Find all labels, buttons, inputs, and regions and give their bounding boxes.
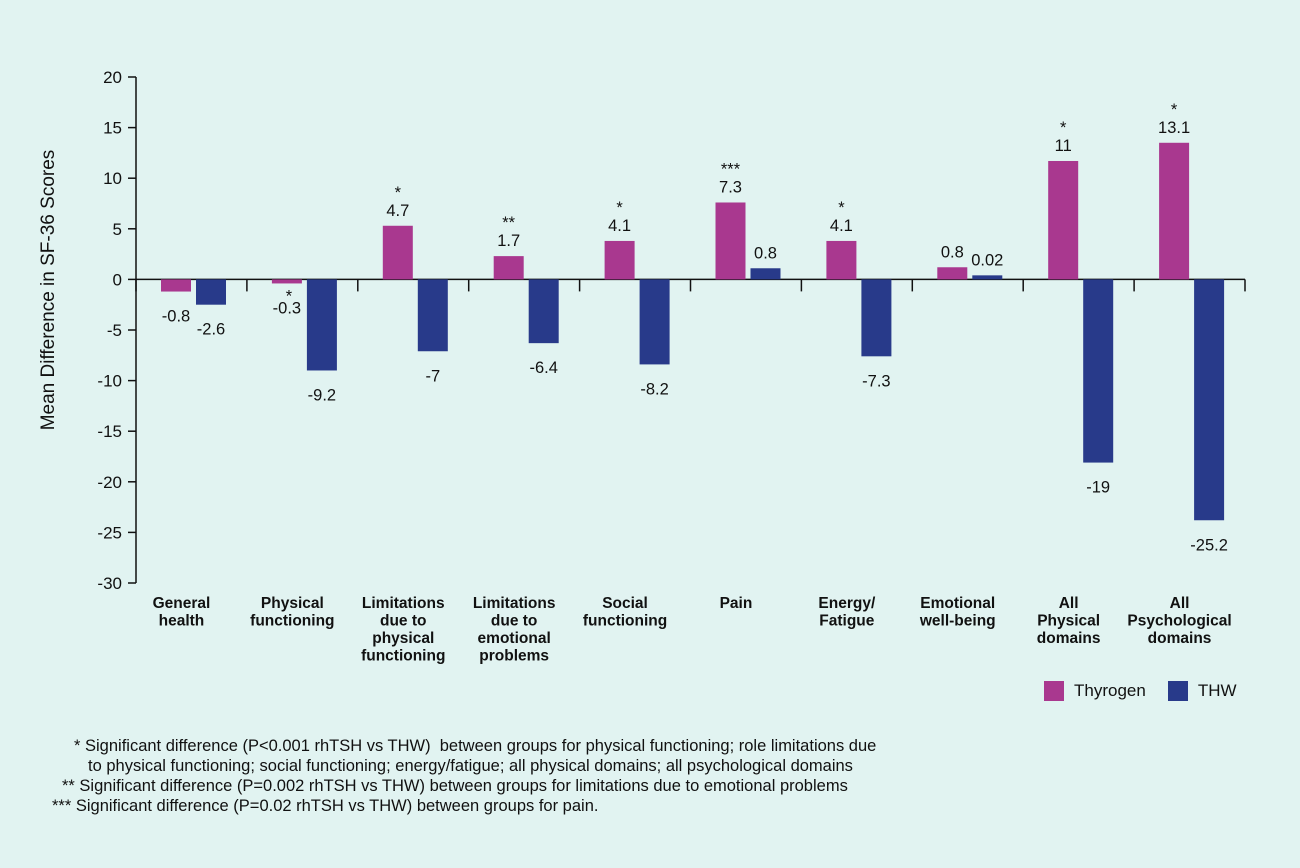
x-category-label: Pain: [720, 595, 753, 612]
data-label-thw: -9.2: [308, 386, 336, 404]
y-axis-label: Mean Difference in SF-36 Scores: [38, 150, 59, 431]
x-category-label: physical: [372, 630, 434, 647]
x-category-label: domains: [1148, 630, 1212, 647]
footnote-double-star: ** Significant difference (P=0.002 rhTSH…: [62, 777, 848, 795]
y-tick-label: 20: [103, 68, 122, 87]
significance-marker: *: [616, 199, 623, 217]
bar-thw: [528, 279, 559, 344]
x-category-label: Energy/: [818, 595, 876, 612]
significance-marker: *: [1171, 101, 1178, 119]
significance-marker: ***: [721, 160, 741, 178]
data-label-thw: -25.2: [1190, 536, 1228, 554]
x-category-label: problems: [479, 648, 549, 665]
bar-thyrogen: [493, 256, 524, 280]
x-category-label: Social: [602, 595, 648, 612]
x-category-label: Limitations: [362, 595, 445, 612]
bar-thw: [306, 279, 337, 371]
data-label-thyrogen: 7.3: [719, 178, 742, 196]
bar-thyrogen: [826, 240, 857, 280]
bar-chart: 20 15 10 5 0 -5 -10 -15 -20 -25 -30 Mean Difference…: [38, 68, 1246, 665]
y-tick-label: 15: [103, 119, 122, 138]
x-category-label: Physical: [261, 595, 324, 612]
x-category-label: emotional: [478, 630, 551, 647]
bar-thw: [196, 279, 226, 305]
x-category-label: functioning: [250, 613, 334, 630]
data-label-thyrogen: 4.1: [830, 217, 853, 235]
data-label-thyrogen: 0.8: [941, 243, 964, 261]
x-category-label: health: [159, 613, 205, 630]
bar-thw: [1083, 279, 1114, 463]
y-tick-label: 5: [113, 220, 122, 239]
y-tick-label: -5: [107, 321, 122, 340]
data-label-thw: -7: [425, 367, 440, 385]
footnote-triple-star: *** Significant difference (P=0.02 rhTSH…: [52, 797, 599, 815]
x-category-label: All: [1170, 595, 1190, 612]
y-tick-label: -15: [97, 422, 122, 441]
significance-marker: **: [502, 214, 515, 232]
x-category-label: Fatigue: [819, 613, 874, 630]
data-label-thw: -6.4: [529, 359, 557, 377]
data-label-thyrogen: -0.8: [162, 308, 190, 326]
x-category-label: Limitations: [473, 595, 556, 612]
x-category-label: functioning: [361, 648, 445, 665]
x-category-label: Emotional: [920, 595, 995, 612]
legend-item-thw: THW: [1167, 681, 1237, 701]
data-label-thw: -2.6: [197, 321, 225, 339]
x-category-label: functioning: [583, 613, 667, 630]
significance-marker: *: [838, 199, 845, 217]
bar-thyrogen: [1159, 142, 1190, 280]
footnotes: * Significant difference (P<0.001 rhTSH …: [0, 736, 1100, 816]
significance-marker: *: [286, 287, 293, 305]
significance-marker: *: [395, 184, 402, 202]
legend-label-thyrogen: Thyrogen: [1074, 681, 1146, 700]
legend-item-thyrogen: Thyrogen: [1044, 681, 1146, 701]
y-tick-label: -25: [97, 523, 122, 542]
bar-thyrogen: [1048, 160, 1079, 280]
bar-thw: [750, 268, 781, 280]
x-category-label: Physical: [1037, 613, 1100, 630]
y-tick-label: -30: [97, 574, 122, 593]
y-tick-label: -20: [97, 473, 122, 492]
bar-thyrogen: [715, 202, 746, 280]
y-tick-label: -10: [97, 372, 122, 391]
x-category-label: domains: [1037, 630, 1101, 647]
bar-thw: [972, 275, 1003, 280]
data-label-thw: 0.8: [754, 244, 777, 262]
bar-thw: [861, 279, 892, 357]
significance-marker: *: [1060, 119, 1067, 137]
data-label-thyrogen: 4.7: [386, 202, 409, 220]
bar-thyrogen: [937, 267, 968, 280]
bar-thyrogen: [382, 225, 413, 280]
x-category-label: Psychological: [1127, 613, 1231, 630]
bar-thw: [639, 279, 670, 365]
legend-label-thw: THW: [1197, 681, 1237, 700]
y-tick-label: 10: [103, 169, 122, 188]
legend-swatch-thyrogen: [1044, 681, 1064, 701]
y-tick-label: 0: [113, 270, 122, 289]
x-category-label: due to: [491, 613, 538, 630]
data-label-thyrogen: -0.3: [273, 299, 301, 317]
bar-thw: [1194, 279, 1225, 521]
legend: Thyrogen THW: [1044, 681, 1259, 701]
data-label-thw: -7.3: [862, 372, 890, 390]
data-label-thyrogen: 4.1: [608, 217, 631, 235]
data-label-thyrogen: 1.7: [497, 232, 520, 250]
data-label-thw: 0.02: [971, 251, 1003, 269]
legend-swatch-thw: [1167, 681, 1188, 701]
footnote-single-star-cont: to physical functioning; social function…: [88, 757, 853, 775]
footnote-single-star: * Significant difference (P<0.001 rhTSH …: [74, 737, 877, 755]
data-label-thw: -19: [1086, 479, 1110, 497]
bar-thyrogen: [271, 279, 302, 284]
x-category-label: General: [153, 595, 211, 612]
bar-thyrogen: [161, 279, 191, 292]
data-label-thyrogen: 11: [1055, 137, 1072, 155]
bar-thw: [417, 279, 448, 352]
chart-area: 20 15 10 5 0 -5 -10 -15 -20 -25 -30 Mean Difference…: [38, 68, 1246, 665]
data-label-thw: -8.2: [640, 380, 668, 398]
x-category-label: All: [1059, 595, 1079, 612]
x-category-label: well-being: [919, 613, 996, 630]
data-label-thyrogen: 13.1: [1158, 119, 1190, 137]
bar-thyrogen: [604, 240, 635, 280]
x-category-label: due to: [380, 613, 427, 630]
